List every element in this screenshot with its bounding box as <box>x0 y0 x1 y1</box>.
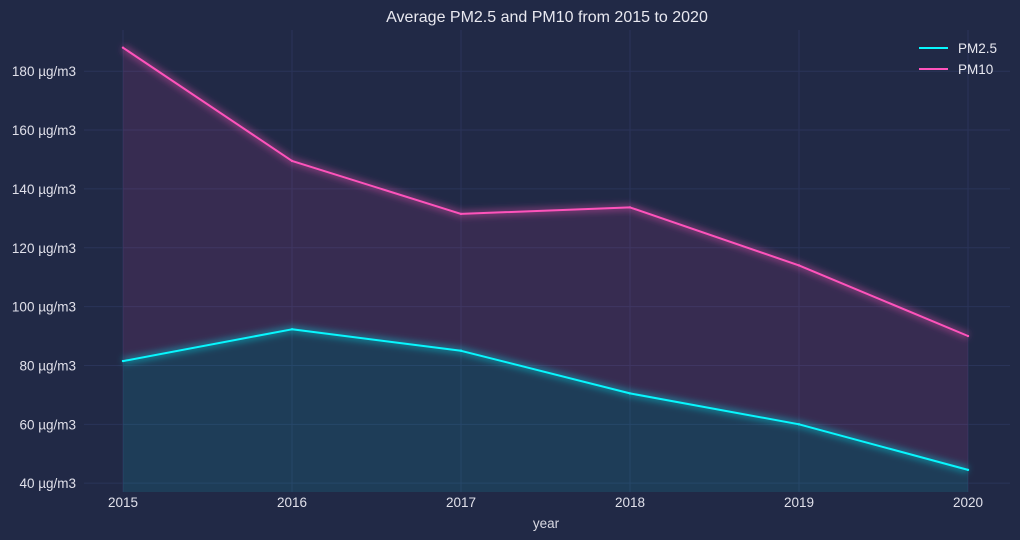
x-tick-label-2015: 2015 <box>108 495 138 510</box>
tick-layer: 40 µg/m3 60 µg/m3 80 µg/m3 100 µg/m3 120 µg/… <box>12 64 983 510</box>
point-pm2-5-2017 <box>459 349 463 352</box>
y-tick-label-80: 80 µg/m3 <box>19 358 76 373</box>
x-axis-label: year <box>533 516 560 531</box>
line-layer <box>121 44 970 474</box>
y-tick-label-120: 120 µg/m3 <box>12 241 76 256</box>
y-tick-label-60: 60 µg/m3 <box>19 417 76 432</box>
line-pm2-5 <box>122 328 969 471</box>
area-layer <box>123 47 968 492</box>
y-tick-label-140: 140 µg/m3 <box>12 182 76 197</box>
x-tick-label-2018: 2018 <box>615 495 645 510</box>
point-pm10-2018 <box>628 206 632 209</box>
area-pm2-5 <box>123 329 968 492</box>
grid-layer <box>84 30 1010 492</box>
point-pm10-2016 <box>290 159 294 163</box>
y-tick-label-180: 180 µg/m3 <box>12 64 76 79</box>
legend-label-pm2-5: PM2.5 <box>958 41 997 56</box>
point-pm2-5-2018 <box>628 392 632 395</box>
y-tick-label-100: 100 µg/m3 <box>12 300 76 315</box>
point-pm2-5-2015 <box>121 359 125 363</box>
point-pm2-5-2020 <box>966 468 970 472</box>
point-pm2-5-2016 <box>290 328 294 331</box>
x-tick-label-2017: 2017 <box>446 495 476 510</box>
chart-title: Average PM2.5 and PM10 from 2015 to 2020 <box>386 9 708 26</box>
point-pm10-2017 <box>459 212 463 216</box>
legend: PM2.5 PM10 <box>919 41 997 77</box>
x-tick-label-2019: 2019 <box>784 495 814 510</box>
point-pm10-2015 <box>121 46 125 49</box>
x-tick-label-2020: 2020 <box>953 495 983 510</box>
x-tick-label-2016: 2016 <box>277 495 307 510</box>
y-tick-label-40: 40 µg/m3 <box>19 476 76 491</box>
point-pm2-5-2019 <box>797 423 801 426</box>
y-tick-label-160: 160 µg/m3 <box>12 123 76 138</box>
area-pm10 <box>123 47 968 470</box>
legend-label-pm10: PM10 <box>958 62 993 77</box>
point-pm10-2020 <box>966 334 970 338</box>
point-pm10-2019 <box>797 264 801 267</box>
line-pm10 <box>122 46 969 337</box>
